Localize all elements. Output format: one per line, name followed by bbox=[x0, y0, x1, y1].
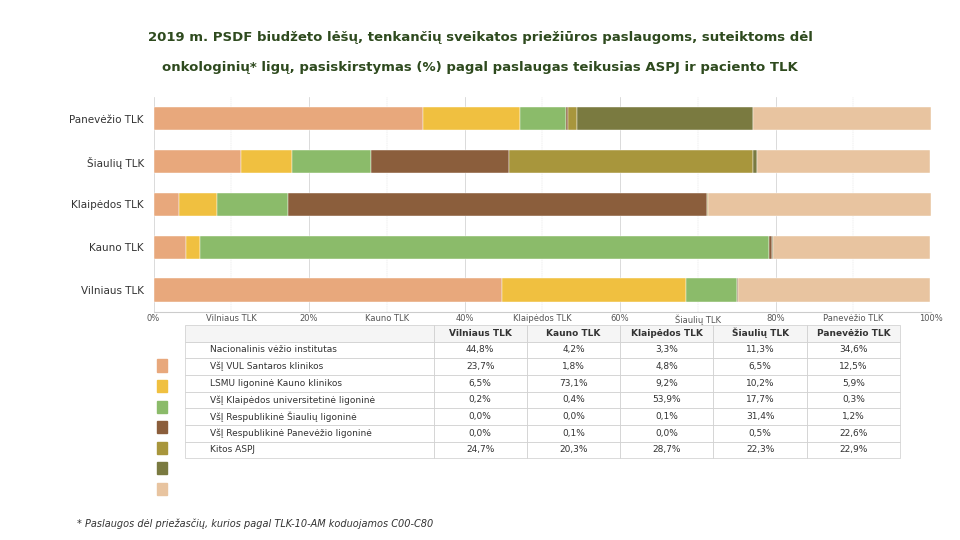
Bar bbox=[686, 279, 737, 302]
Bar bbox=[157, 483, 167, 495]
Bar bbox=[157, 462, 167, 475]
Bar bbox=[568, 107, 577, 131]
Bar bbox=[157, 360, 167, 372]
Bar bbox=[217, 193, 288, 216]
Bar bbox=[157, 401, 167, 413]
Bar bbox=[288, 193, 708, 216]
Bar bbox=[757, 150, 930, 173]
Bar bbox=[180, 193, 217, 216]
Bar bbox=[509, 150, 754, 173]
Bar bbox=[154, 150, 242, 173]
Bar bbox=[201, 235, 769, 259]
Bar bbox=[157, 421, 167, 434]
Bar bbox=[157, 380, 167, 392]
Bar bbox=[154, 107, 422, 131]
Bar bbox=[242, 150, 292, 173]
Bar bbox=[577, 107, 754, 131]
Text: 2019 m. PSDF biudžeto lėšų, tenkančių sveikatos priežiūros paslaugoms, suteiktom: 2019 m. PSDF biudžeto lėšų, tenkančių sv… bbox=[148, 31, 812, 44]
Text: onkologinių* ligų, pasiskirstymas (%) pagal paslaugas teikusias ASPJ ir paciento: onkologinių* ligų, pasiskirstymas (%) pa… bbox=[162, 61, 798, 74]
Bar bbox=[372, 150, 509, 173]
Bar bbox=[154, 279, 502, 302]
Bar bbox=[754, 107, 931, 131]
Bar bbox=[292, 150, 372, 173]
Text: * Paslaugos dėl priežasčių, kurios pagal TLK-10-AM koduojamos C00-C80: * Paslaugos dėl priežasčių, kurios pagal… bbox=[77, 519, 433, 529]
Bar bbox=[157, 442, 167, 454]
Bar bbox=[769, 235, 772, 259]
Bar bbox=[422, 107, 520, 131]
Bar bbox=[154, 235, 186, 259]
Bar bbox=[737, 279, 738, 302]
Bar bbox=[773, 235, 930, 259]
Bar bbox=[754, 150, 757, 173]
Bar bbox=[708, 193, 931, 216]
Bar bbox=[154, 193, 180, 216]
Bar bbox=[502, 279, 686, 302]
Bar bbox=[186, 235, 201, 259]
Bar bbox=[738, 279, 930, 302]
Bar bbox=[520, 107, 565, 131]
Bar bbox=[565, 107, 568, 131]
